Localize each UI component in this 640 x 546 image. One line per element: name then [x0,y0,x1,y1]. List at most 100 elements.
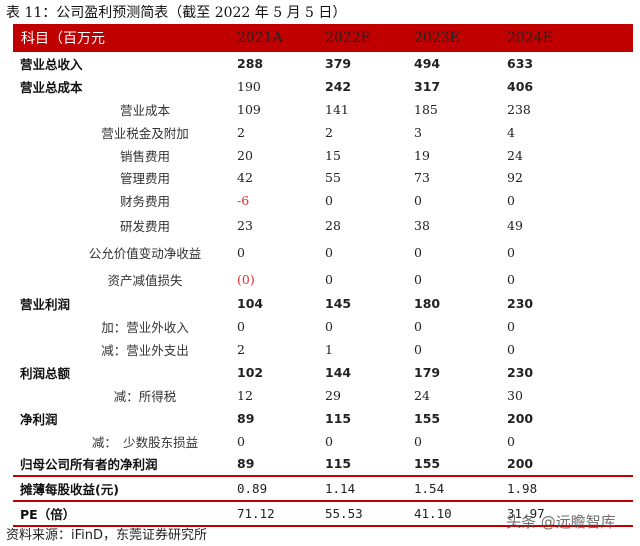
cell: 155 [414,456,441,472]
table-row: 净利润 89 115 155 200 [13,407,633,430]
cell: 0 [237,319,245,335]
cell: 0 [507,271,515,287]
watermark: 头条 @远瞻智库 [506,513,616,531]
row-label: 营业总成本 [20,79,83,95]
row-label: 减：所得税 [113,388,177,404]
cell: 73 [414,170,430,186]
cell: 104 [237,296,264,312]
table-row-pe: PE（倍） 71.12 55.53 41.10 31.97 [13,500,633,528]
cell: 49 [507,217,523,233]
cell: 2 [237,124,245,140]
cell: 144 [325,364,352,380]
row-label: 营业利润 [20,297,71,313]
cell: 185 [414,101,438,117]
source-note: 资料来源：iFinD，东莞证券研究所 [6,528,208,543]
cell: 1.14 [325,481,356,497]
header-year: 2024E [507,30,553,46]
cell: 0 [325,433,333,449]
cell: 28 [325,217,341,233]
cell: 633 [507,55,534,71]
row-label: 归母公司所有者的净利润 [20,457,158,473]
cell: 0 [237,244,245,260]
cell: 379 [325,55,352,71]
cell: 19 [414,147,430,163]
profit-forecast-table: 科目（百万元 2021A 2022E 2023E 2024E 营业总收入 288… [13,24,633,528]
cell: 31.97 [507,506,545,522]
cell: 0 [507,341,515,357]
cell: 1.98 [507,481,538,497]
cell: 494 [414,55,441,71]
cell: 115 [325,410,352,426]
row-label: 资产减值损失 [107,272,183,288]
table-row: 营业总收入 288 379 494 633 [13,52,633,75]
cell: 0 [325,193,333,209]
table-row: 销售费用 20 15 19 24 [13,144,633,167]
table-caption: 表 11：公司盈利预测简表（截至 2022 年 5 月 5 日） [6,5,347,21]
row-label: 摊薄每股收益(元) [20,482,119,498]
cell: 0 [237,433,245,449]
cell: 0 [414,193,422,209]
cell: 0 [507,433,515,449]
header-label: 科目（百万元 [21,31,105,47]
table-row: 资产减值损失 (0) 0 0 0 [13,266,633,292]
table-row: 利润总额 102 144 179 230 [13,361,633,384]
row-label: PE（倍） [20,507,76,523]
cell: 242 [325,78,352,94]
table-row: 营业总成本 190 242 317 406 [13,75,633,98]
cell: 230 [507,364,534,380]
cell: 0 [507,244,515,260]
table-row: 营业成本 109 141 185 238 [13,98,633,121]
cell: 1 [325,341,333,357]
cell: 0 [414,319,422,335]
cell: 4 [507,124,515,140]
row-label: 公允价值变动净收益 [88,245,202,261]
cell: 200 [507,456,534,472]
table-row-eps: 摊薄每股收益(元) 0.89 1.14 1.54 1.98 [13,475,633,500]
table-row: 加：营业外收入 0 0 0 0 [13,315,633,338]
cell: 0 [414,271,422,287]
table-row: 营业利润 104 145 180 230 [13,292,633,315]
table-row: 财务费用 -6 0 0 0 [13,189,633,212]
cell: 15 [325,147,341,163]
cell: 0.89 [237,481,268,497]
table-row: 减：营业外支出 2 1 0 0 [13,338,633,361]
cell: 92 [507,170,523,186]
row-label: 研发费用 [119,218,170,234]
cell: 0 [414,433,422,449]
cell: 71.12 [237,506,275,522]
cell: 23 [237,217,253,233]
cell: 155 [414,410,441,426]
cell: 230 [507,296,534,312]
cell: 180 [414,296,441,312]
cell: 30 [507,387,523,403]
row-label: 减： 少数股东损益 [91,434,199,450]
cell: 317 [414,78,441,94]
row-label: 减：营业外支出 [101,342,189,358]
table-header: 科目（百万元 2021A 2022E 2023E 2024E [13,24,633,52]
cell: 89 [237,410,255,426]
cell: 0 [507,319,515,335]
cell: 179 [414,364,441,380]
row-label: 净利润 [20,411,58,427]
cell: 238 [507,101,531,117]
table-row: 管理费用 42 55 73 92 [13,166,633,189]
cell: 41.10 [414,506,452,522]
cell: 0 [325,319,333,335]
cell: 89 [237,456,255,472]
cell: 0 [507,193,515,209]
row-label: 营业成本 [119,102,170,118]
cell: 55 [325,170,341,186]
row-label: 财务费用 [119,194,170,210]
table-row: 归母公司所有者的净利润 89 115 155 200 [13,452,633,475]
header-year: 2023E [414,30,460,46]
cell: 20 [237,147,253,163]
row-label: 加：营业外收入 [101,320,189,336]
cell: 200 [507,410,534,426]
cell: 1.54 [414,481,445,497]
cell: 24 [414,387,430,403]
cell: 2 [325,124,333,140]
cell: 141 [325,101,349,117]
cell: 24 [507,147,523,163]
table-row: 营业税金及附加 2 2 3 4 [13,121,633,144]
table-row: 公允价值变动净收益 0 0 0 0 [13,238,633,266]
